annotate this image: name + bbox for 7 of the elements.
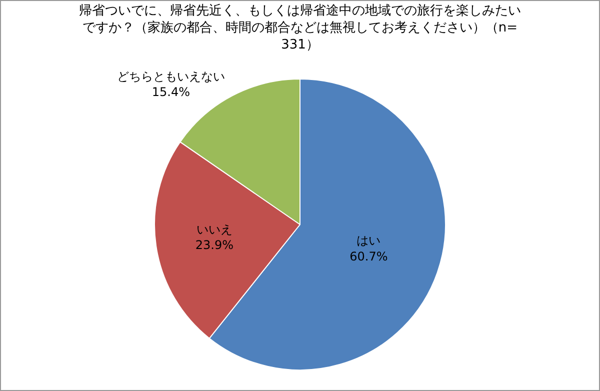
data-label: 23.9% bbox=[195, 238, 234, 252]
slice-label: いいえ bbox=[196, 222, 232, 236]
data-label: 15.4% bbox=[152, 84, 190, 99]
data-label: 60.7% bbox=[350, 249, 388, 264]
slice-label: はい bbox=[356, 234, 381, 248]
slice-label: どちらともいえない bbox=[116, 69, 225, 84]
chart-title: 帰省ついでに、帰省先近く、もしくは帰省途中の地域での旅行を楽しみたいですか？（家族の都合、時間の都合などは無視してお考えください）（n=331） bbox=[79, 4, 521, 52]
